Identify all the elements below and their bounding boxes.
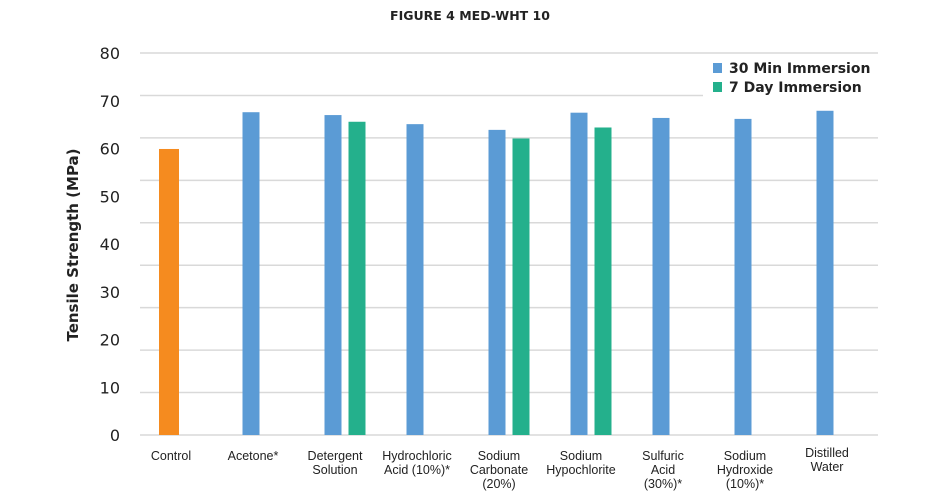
legend: 30 Min Immersion 7 Day Immersion [703, 57, 878, 99]
x-tick-label: Distilled Water [805, 446, 849, 474]
y-tick-label: 60 [100, 140, 120, 159]
y-tick-label: 40 [100, 235, 120, 254]
legend-label-30-min: 30 Min Immersion [729, 61, 870, 77]
bar-30-min-immersion [488, 129, 506, 435]
gridlines [140, 52, 878, 436]
y-tick-label: 10 [100, 378, 120, 397]
y-tick-label: 50 [100, 187, 120, 206]
bar-30-min-immersion [570, 112, 588, 435]
x-tick-label: Detergent Solution [308, 449, 363, 477]
x-tick-label: Sulfuric Acid (30%)* [642, 449, 684, 491]
y-tick-label: 0 [110, 426, 120, 445]
chart-title: FIGURE 4 MED-WHT 10 [390, 8, 550, 23]
bar-30-min-immersion [816, 110, 834, 435]
x-tick-label: Control [151, 449, 191, 463]
x-tick-label: Sodium Hypochlorite [546, 449, 616, 477]
bar-7-day-immersion [594, 127, 612, 436]
bar-30-min-immersion [159, 148, 179, 436]
y-axis-label: Tensile Strength (MPa) [64, 148, 82, 341]
legend-swatch-30-min [713, 63, 722, 73]
legend-label-7-day: 7 Day Immersion [729, 80, 862, 96]
bar-30-min-immersion [324, 115, 342, 435]
bar-30-min-immersion [242, 112, 260, 436]
y-tick-label: 20 [100, 331, 120, 350]
y-tick-labels: 0 10 20 30 40 50 60 70 80 [100, 44, 120, 445]
legend-swatch-7-day [713, 82, 722, 92]
bar-7-day-immersion [348, 121, 366, 435]
bar-30-min-immersion [734, 118, 752, 436]
y-tick-label: 80 [100, 44, 120, 63]
x-tick-label: Sodium Carbonate (20%) [470, 449, 528, 491]
y-tick-label: 70 [100, 92, 120, 111]
bars [159, 110, 834, 436]
x-tick-labels: Control Acetone* Detergent Solution Hydrochl… [151, 446, 849, 491]
bar-30-min-immersion [652, 117, 670, 435]
x-tick-label: Acetone* [228, 449, 279, 463]
x-tick-label: Sodium Hydroxide (10%)* [717, 449, 773, 491]
y-tick-label: 30 [100, 283, 120, 302]
bar-30-min-immersion [406, 124, 424, 436]
x-tick-label: Hydrochloric Acid (10%)* [382, 449, 451, 477]
bar-7-day-immersion [512, 138, 530, 435]
